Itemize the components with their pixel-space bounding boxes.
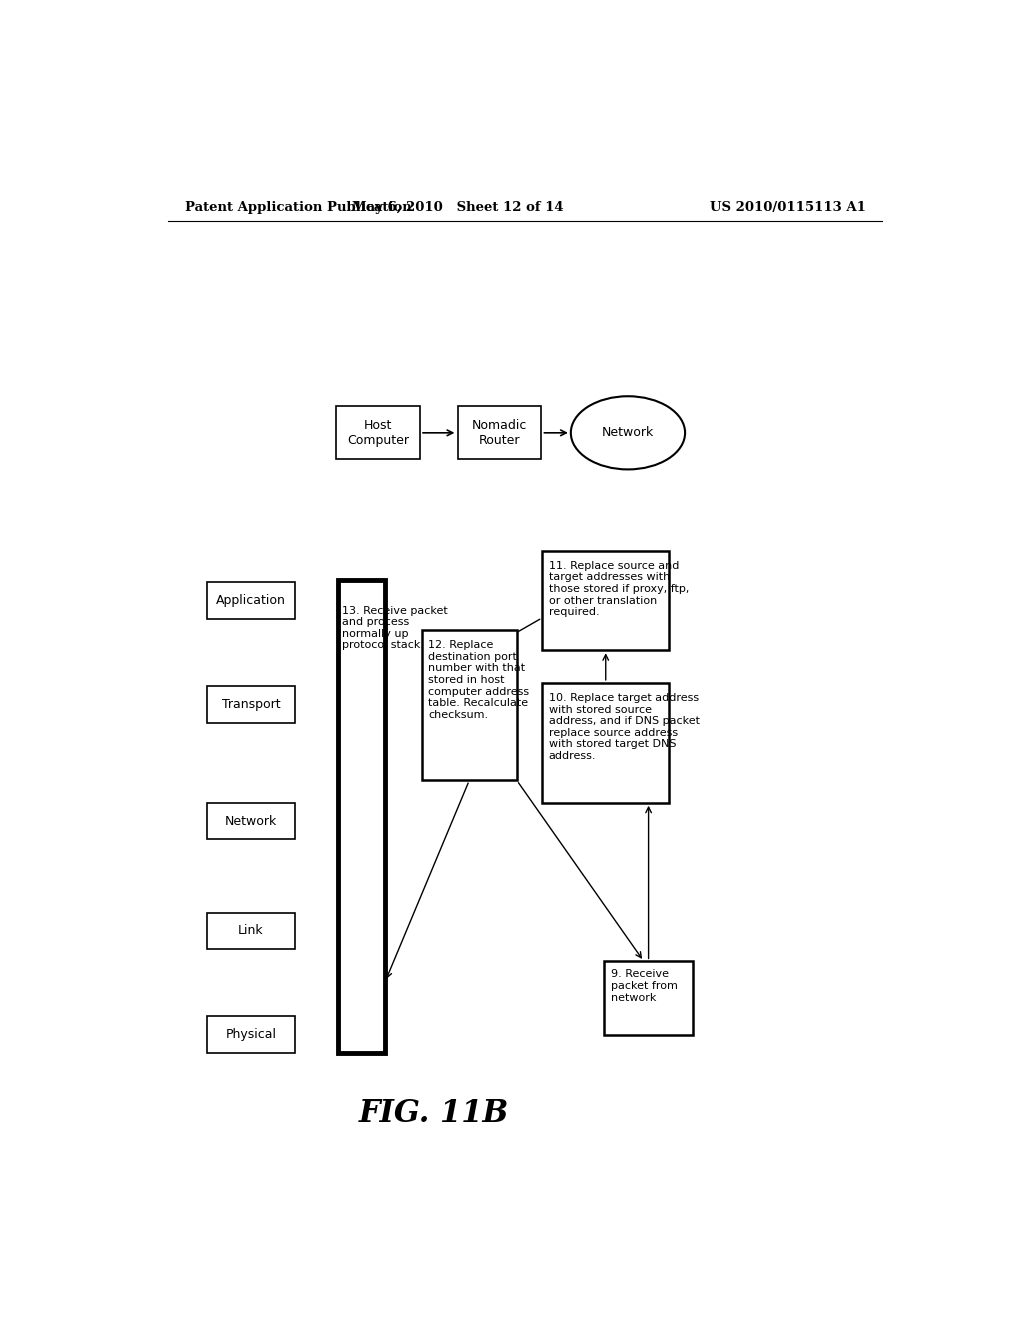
Text: Network: Network	[225, 814, 278, 828]
Text: 13. Receive packet
and process
normally up
protocol stack.: 13. Receive packet and process normally …	[342, 606, 449, 651]
Text: Host
Computer: Host Computer	[347, 418, 409, 447]
Text: Network: Network	[602, 426, 654, 440]
FancyBboxPatch shape	[338, 581, 385, 1053]
Text: May 6, 2010   Sheet 12 of 14: May 6, 2010 Sheet 12 of 14	[351, 201, 563, 214]
FancyBboxPatch shape	[336, 407, 420, 459]
FancyBboxPatch shape	[543, 550, 670, 651]
FancyBboxPatch shape	[422, 630, 517, 780]
Text: 10. Replace target address
with stored source
address, and if DNS packet
replace: 10. Replace target address with stored s…	[549, 693, 699, 762]
FancyBboxPatch shape	[207, 1016, 295, 1053]
Text: 11. Replace source and
target addresses with
those stored if proxy, ftp,
or othe: 11. Replace source and target addresses …	[549, 561, 689, 618]
FancyBboxPatch shape	[604, 961, 693, 1035]
Text: US 2010/0115113 A1: US 2010/0115113 A1	[711, 201, 866, 214]
Text: Transport: Transport	[221, 698, 281, 710]
Ellipse shape	[570, 396, 685, 470]
Text: 9. Receive
packet from
network: 9. Receive packet from network	[610, 969, 678, 1003]
FancyBboxPatch shape	[207, 912, 295, 949]
FancyBboxPatch shape	[207, 582, 295, 619]
Text: Nomadic
Router: Nomadic Router	[472, 418, 527, 447]
Text: Physical: Physical	[225, 1028, 276, 1041]
Text: FIG. 11B: FIG. 11B	[358, 1098, 509, 1130]
FancyBboxPatch shape	[207, 803, 295, 840]
FancyBboxPatch shape	[543, 682, 670, 803]
Text: 12. Replace
destination port
number with that
stored in host
computer address
ta: 12. Replace destination port number with…	[428, 640, 529, 719]
Text: Application: Application	[216, 594, 286, 607]
FancyBboxPatch shape	[458, 407, 541, 459]
FancyBboxPatch shape	[207, 686, 295, 722]
Text: Link: Link	[239, 924, 264, 937]
Text: Patent Application Publication: Patent Application Publication	[185, 201, 412, 214]
